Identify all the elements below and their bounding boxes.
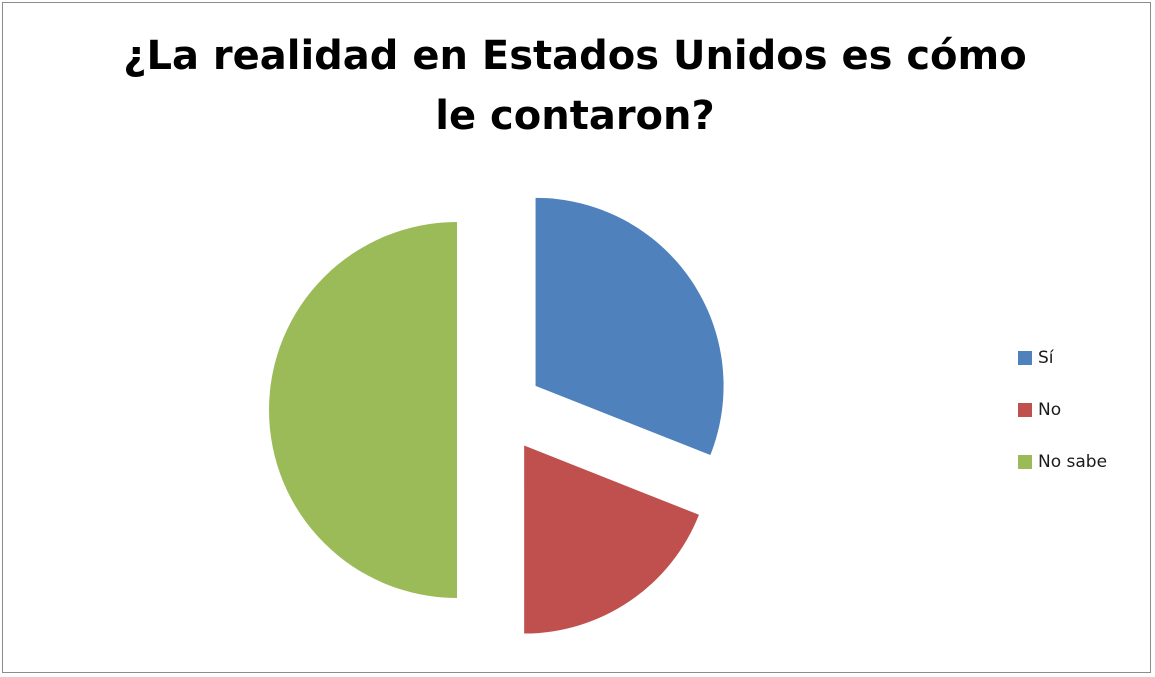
- legend-label-no: No: [1038, 400, 1062, 420]
- pie-slice-si: [535, 197, 724, 456]
- legend-item-no: No: [1018, 397, 1107, 423]
- legend-swatch-no-sabe: [1018, 455, 1032, 469]
- legend-label-si: Sí: [1038, 348, 1054, 368]
- legend-swatch-si: [1018, 351, 1032, 365]
- legend-item-si: Sí: [1018, 345, 1107, 371]
- pie-slices: [269, 197, 724, 634]
- legend-swatch-no: [1018, 403, 1032, 417]
- legend-item-no-sabe: No sabe: [1018, 449, 1107, 475]
- chart-title: ¿La realidad en Estados Unidos es cómo l…: [123, 33, 1027, 139]
- chart-legend: Sí No No sabe: [1018, 345, 1107, 501]
- pie-slice-no: [524, 445, 699, 634]
- legend-label-no-sabe: No sabe: [1038, 452, 1108, 472]
- pie-slice-no-sabe: [269, 222, 457, 598]
